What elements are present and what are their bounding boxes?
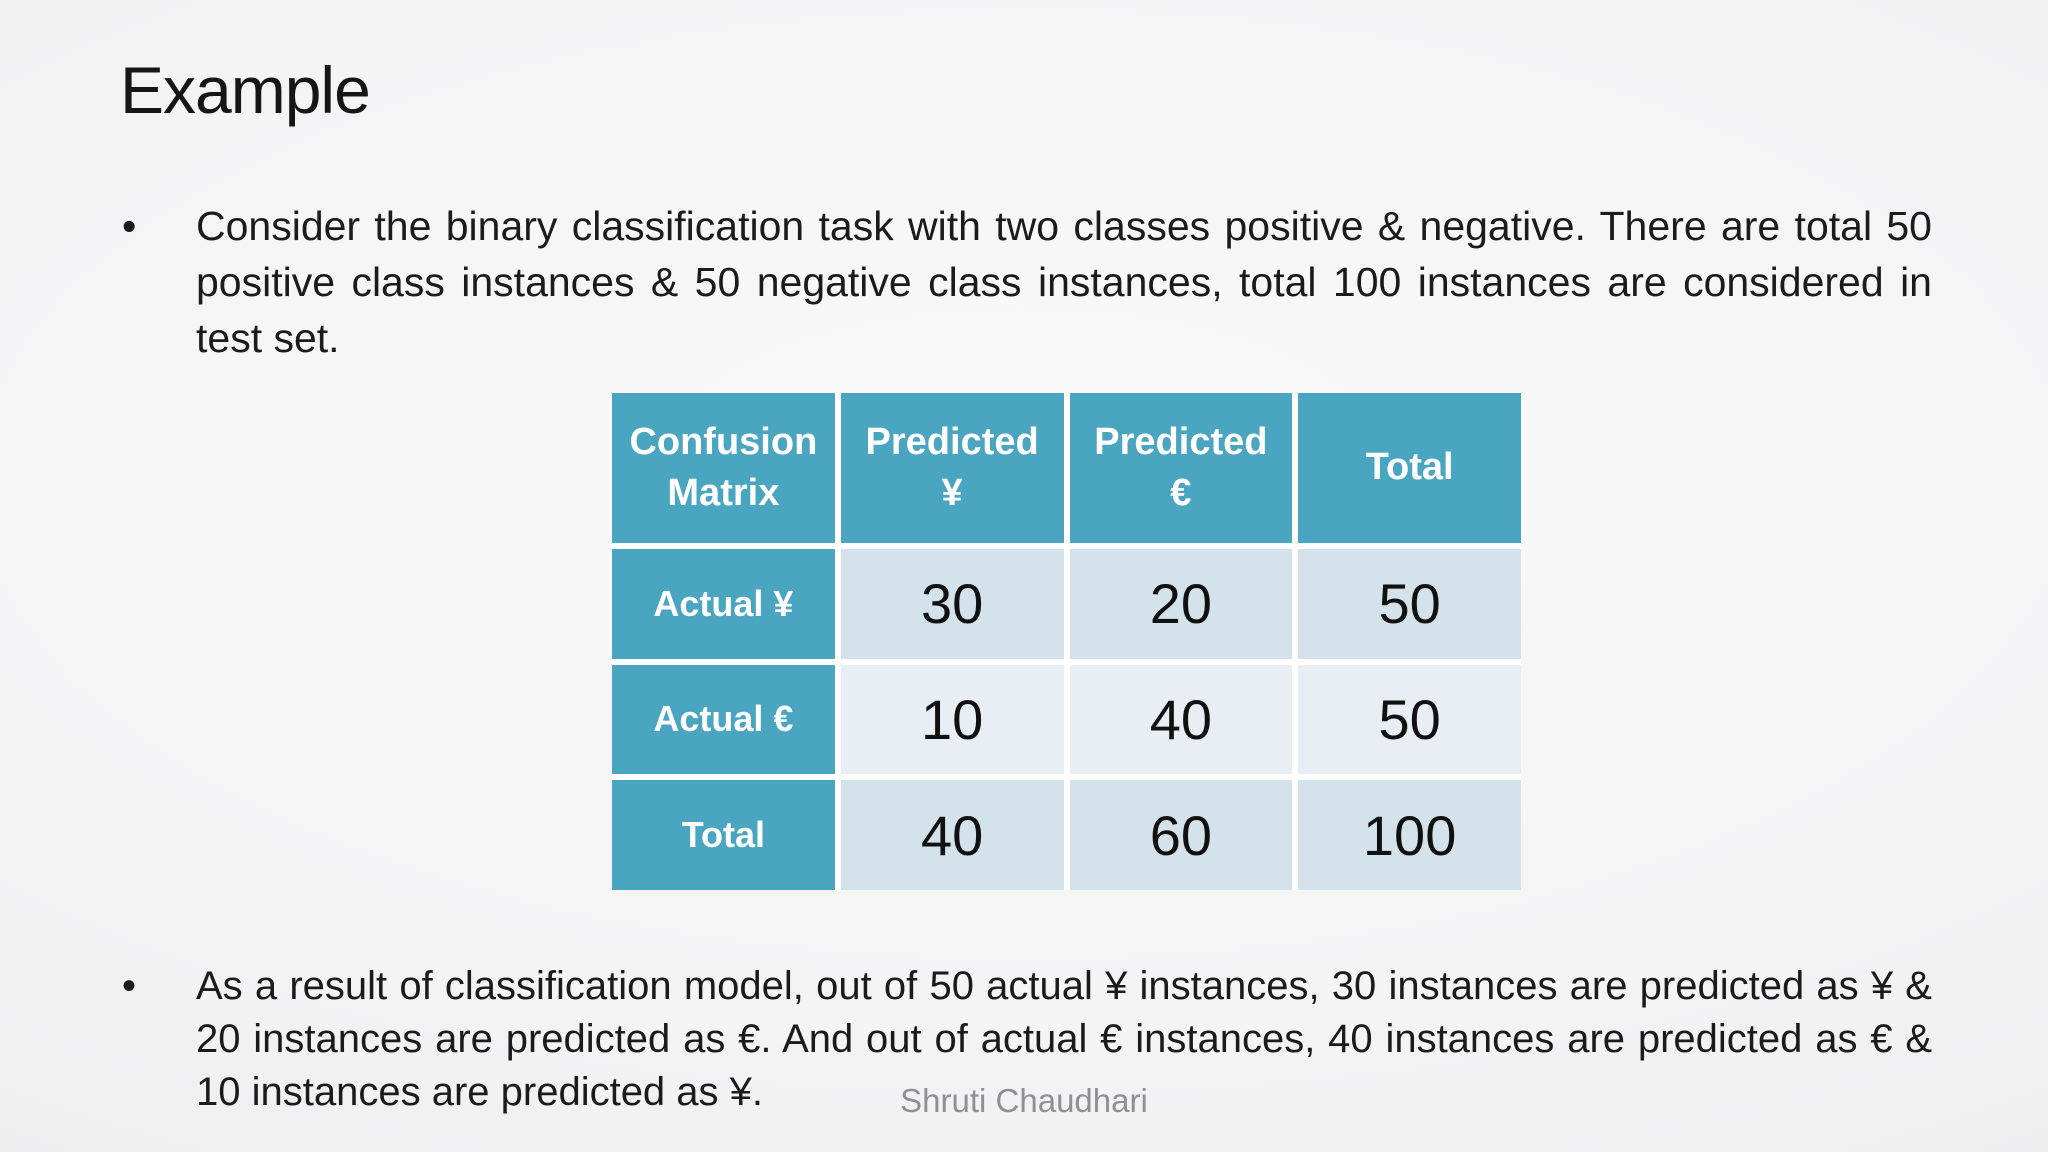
confusion-matrix-table: Confusion Matrix Predicted ¥ Predicted €… bbox=[612, 393, 1521, 890]
cell-total-overall: 100 bbox=[1298, 780, 1521, 890]
cell-actual-euro-predicted-yen: 10 bbox=[840, 664, 1064, 775]
cell-total-predicted-euro: 60 bbox=[1069, 780, 1293, 890]
footer-author: Shruti Chaudhari bbox=[900, 1082, 1148, 1119]
bullet-text-result: As a result of classification model, out… bbox=[196, 964, 1932, 1114]
cell-actual-yen-predicted-yen: 30 bbox=[840, 549, 1064, 659]
cell-actual-yen-total: 50 bbox=[1298, 549, 1521, 659]
cell-actual-euro-total: 50 bbox=[1298, 664, 1521, 775]
table-header-predicted-euro: Predicted € bbox=[1069, 393, 1293, 543]
bullet-text-intro: Consider the binary classification task … bbox=[196, 203, 1932, 361]
table-header-total: Total bbox=[1298, 393, 1521, 543]
bullet-marker: • bbox=[122, 203, 137, 249]
row-label-actual-yen: Actual ¥ bbox=[612, 549, 835, 659]
bullet-paragraph-intro: • Consider the binary classification tas… bbox=[120, 198, 1932, 366]
table-header-confusion-matrix: Confusion Matrix bbox=[612, 393, 835, 543]
cell-total-predicted-yen: 40 bbox=[840, 780, 1064, 890]
bullet-paragraph-result: • As a result of classification model, o… bbox=[120, 960, 1932, 1119]
slide-title: Example bbox=[120, 53, 371, 127]
bullet-marker: • bbox=[122, 964, 137, 1008]
table-header-predicted-yen: Predicted ¥ bbox=[840, 393, 1064, 543]
row-label-actual-euro: Actual € bbox=[612, 664, 835, 775]
cell-actual-yen-predicted-euro: 20 bbox=[1069, 549, 1293, 659]
row-label-total: Total bbox=[612, 780, 835, 890]
cell-actual-euro-predicted-euro: 40 bbox=[1069, 664, 1293, 775]
